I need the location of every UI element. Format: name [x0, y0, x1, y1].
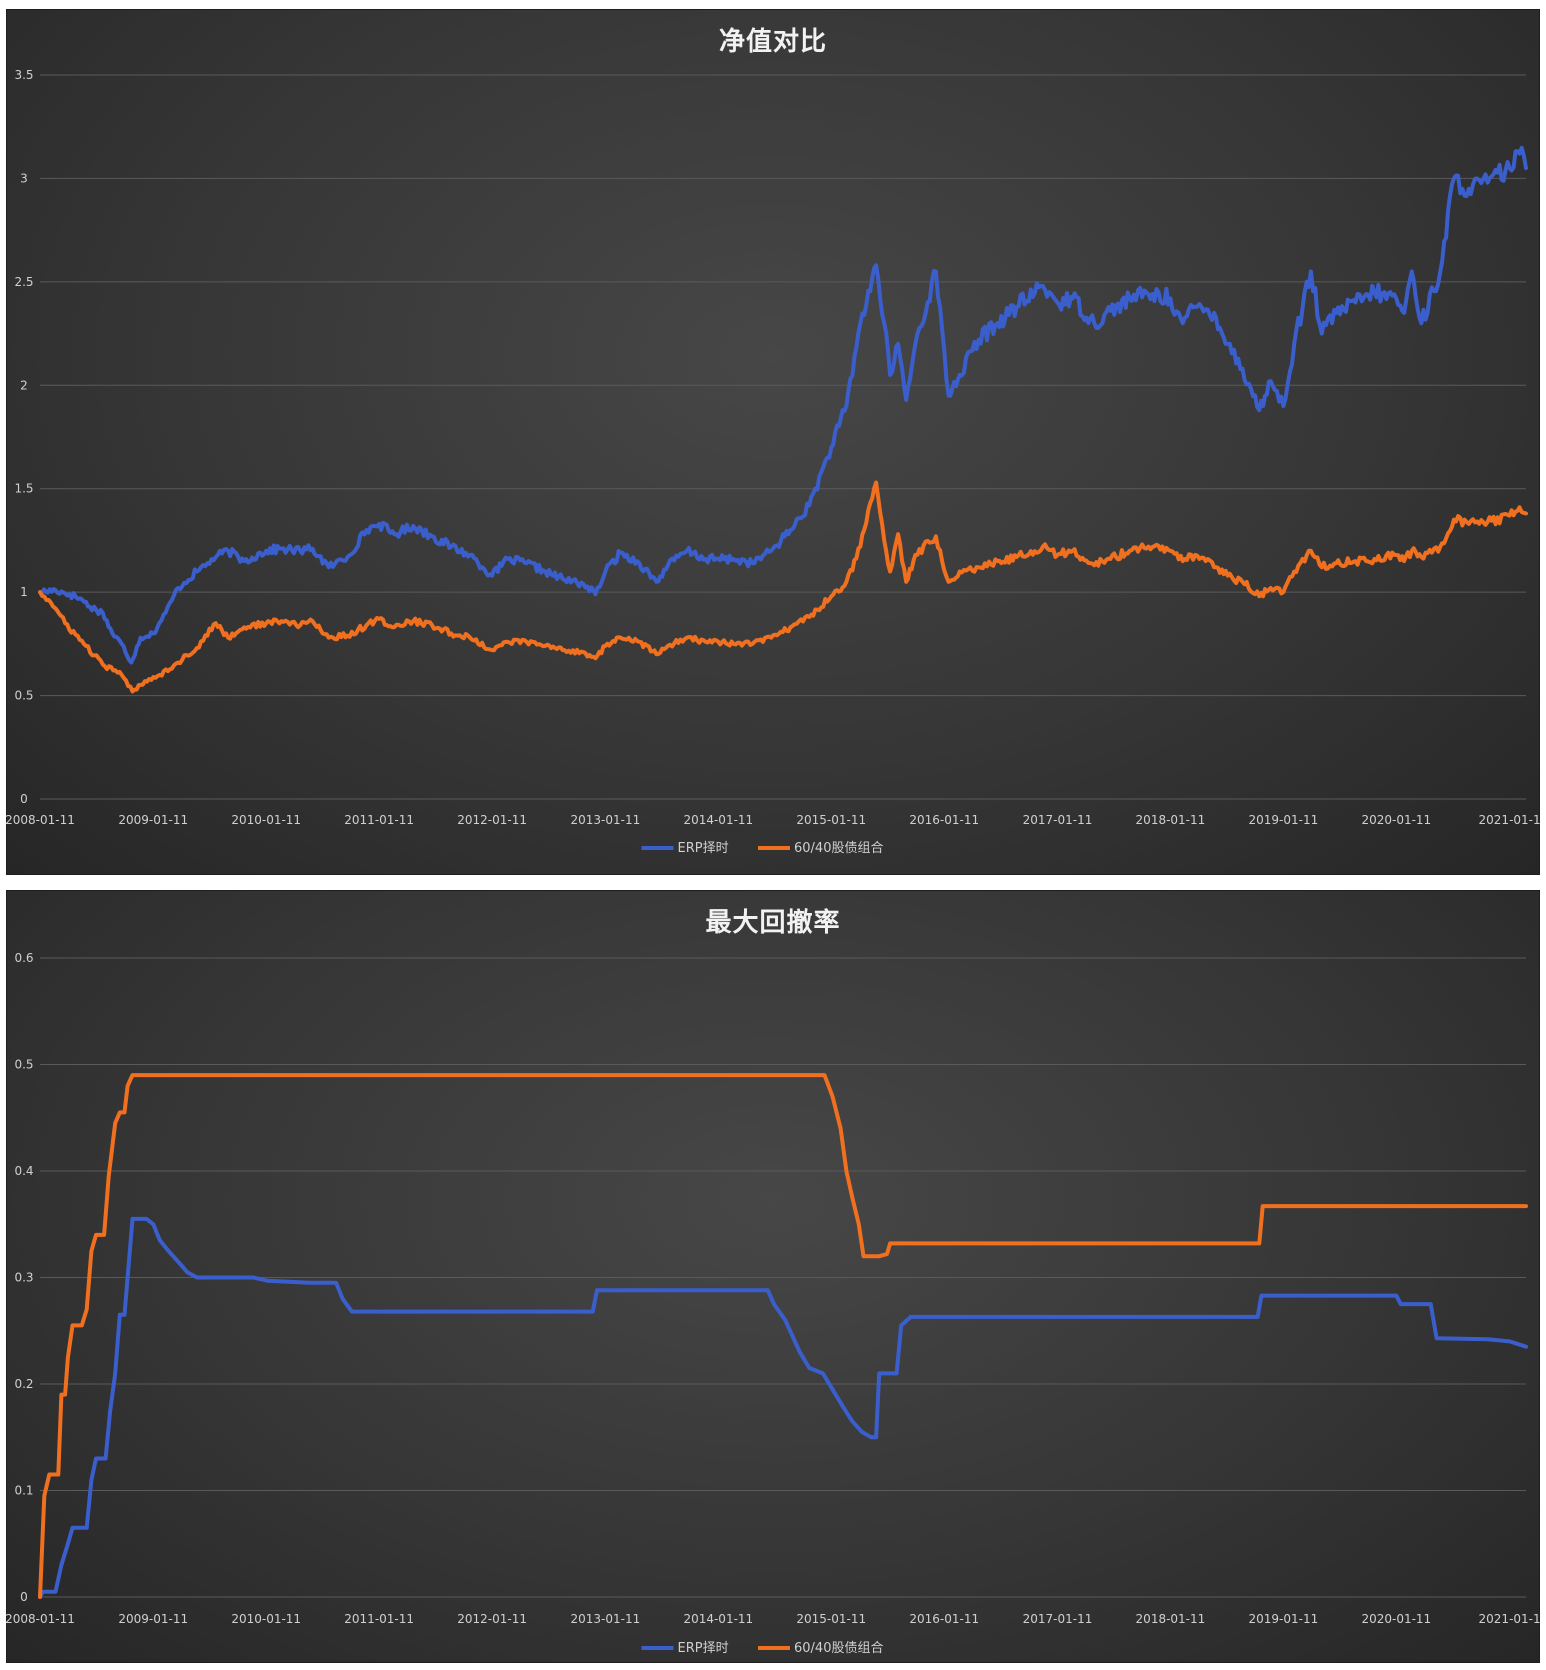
y-tick-label: 3 — [20, 171, 28, 185]
x-tick-label: 2017-01-11 — [1023, 1612, 1093, 1626]
x-tick-label: 2013-01-11 — [570, 813, 640, 827]
x-tick-label: 2018-01-11 — [1136, 813, 1206, 827]
x-tick-label: 2014-01-11 — [683, 813, 753, 827]
x-tick-label: 2015-01-11 — [796, 1612, 866, 1626]
x-tick-label: 2012-01-11 — [457, 1612, 527, 1626]
y-tick-label: 3.5 — [14, 68, 33, 82]
series-line — [38, 145, 1528, 665]
y-tick-label: 0 — [20, 1590, 28, 1604]
legend: ERP择时 60/40股债组合 — [641, 841, 883, 856]
x-tick-label: 2008-01-11 — [6, 813, 75, 827]
x-tick-label: 2020-01-11 — [1361, 1612, 1431, 1626]
x-tick-label: 2016-01-11 — [909, 1612, 979, 1626]
legend-label: ERP择时 — [678, 1641, 729, 1656]
legend-label: 60/40股债组合 — [794, 841, 883, 856]
x-tick-label: 2013-01-11 — [570, 1612, 640, 1626]
x-tick-label: 2016-01-11 — [909, 813, 979, 827]
x-tick-label: 2014-01-11 — [683, 1612, 753, 1626]
x-tick-label: 2019-01-11 — [1249, 813, 1319, 827]
chart-panel-nav-compare: 净值对比 0 0.5 1 1.5 2 2.5 3 3.5 2008-01-11 2009-01-1… — [6, 9, 1540, 875]
series-line — [38, 1216, 1528, 1599]
y-tick-label: 0.5 — [14, 1058, 33, 1072]
x-tick-label: 2010-01-11 — [231, 813, 301, 827]
y-tick-label: 0.6 — [14, 951, 33, 965]
legend-label: ERP择时 — [678, 841, 729, 856]
x-tick-label: 2011-01-11 — [344, 813, 414, 827]
y-tick-label: 0.3 — [14, 1271, 33, 1285]
x-tick-label: 2021-01-1 — [1479, 1612, 1540, 1626]
legend-label: 60/40股债组合 — [794, 1641, 883, 1656]
x-tick-label: 2017-01-11 — [1023, 813, 1093, 827]
y-tick-label: 1.5 — [14, 482, 33, 496]
chart-plot-area: 0 0.5 1 1.5 2 2.5 3 3.5 2008-01-11 2009-01-11 2010… — [6, 68, 1540, 856]
y-tick-label: 1 — [20, 585, 28, 599]
x-tick-label: 2015-01-11 — [796, 813, 866, 827]
x-tick-label: 2012-01-11 — [457, 813, 527, 827]
y-tick-label: 2 — [20, 378, 28, 392]
chart-title: 最大回撤率 — [705, 908, 841, 938]
x-tick-label: 2009-01-11 — [118, 1612, 188, 1626]
y-tick-label: 0.1 — [14, 1484, 33, 1498]
series-line — [38, 480, 1528, 694]
y-tick-label: 0.5 — [14, 689, 33, 703]
x-tick-label: 2021-01-1 — [1479, 813, 1540, 827]
legend: ERP择时 60/40股债组合 — [641, 1641, 883, 1656]
x-tick-label: 2019-01-11 — [1249, 1612, 1319, 1626]
x-tick-label: 2018-01-11 — [1136, 1612, 1206, 1626]
x-tick-label: 2020-01-11 — [1361, 813, 1431, 827]
chart-plot-area: 0 0.1 0.2 0.3 0.4 0.5 0.6 2008-01-11 2009-01-11 2… — [6, 951, 1540, 1656]
x-tick-label: 2008-01-11 — [6, 1612, 75, 1626]
y-tick-label: 0.4 — [14, 1164, 33, 1178]
x-tick-label: 2009-01-11 — [118, 813, 188, 827]
series-line — [38, 1073, 1528, 1599]
y-tick-label: 2.5 — [14, 275, 33, 289]
chart-panel-max-drawdown: 最大回撤率 0 0.1 0.2 0.3 0.4 0.5 0.6 2008-01-11 2009-… — [6, 890, 1540, 1663]
x-tick-label: 2011-01-11 — [344, 1612, 414, 1626]
y-tick-label: 0 — [20, 792, 28, 806]
x-tick-label: 2010-01-11 — [231, 1612, 301, 1626]
y-tick-label: 0.2 — [14, 1377, 33, 1391]
chart-title: 净值对比 — [718, 27, 827, 57]
